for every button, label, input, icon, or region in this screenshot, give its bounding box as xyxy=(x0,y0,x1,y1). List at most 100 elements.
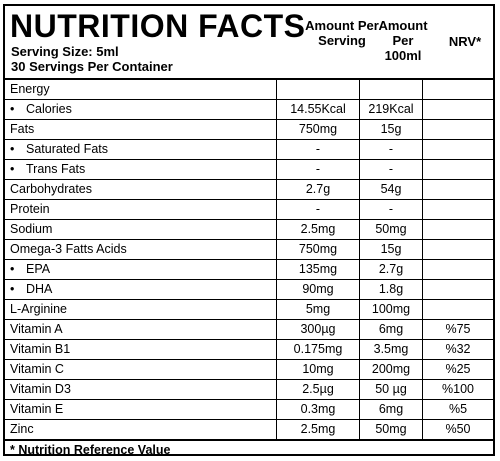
nutrient-name-cell: Vitamin C xyxy=(5,359,277,380)
amount-per-100ml: 100mg xyxy=(359,299,423,320)
nutrient-name-cell: Vitamin D3 xyxy=(5,379,277,400)
table-row: Vitamin C 10mg 200mg %25 xyxy=(5,359,493,380)
nutrient-name: EPA xyxy=(26,262,51,276)
amount-per-100ml: - xyxy=(359,199,423,220)
nrv-value xyxy=(422,239,493,260)
nutrient-name: Vitamin C xyxy=(10,362,64,376)
amount-per-100ml: 3.5mg xyxy=(359,339,423,360)
nutrient-name: Energy xyxy=(10,82,50,96)
nutrient-name-cell: Vitamin A xyxy=(5,319,277,340)
table-row: • Calories 14.55Kcal 219Kcal xyxy=(5,99,493,120)
table-row: • EPA 135mg 2.7g xyxy=(5,259,493,280)
nutrient-name-cell: Vitamin B1 xyxy=(5,339,277,360)
nutrient-name: Zinc xyxy=(10,422,34,436)
amount-per-serving: 2.5mg xyxy=(276,419,360,439)
nutrient-name-cell: • Saturated Fats xyxy=(5,139,277,160)
amount-per-100ml: - xyxy=(359,139,423,160)
table-row: Zinc 2.5mg 50mg %50 xyxy=(5,419,493,439)
amount-per-serving: - xyxy=(276,199,360,220)
amount-per-100ml: 15g xyxy=(359,239,423,260)
nrv-value xyxy=(422,119,493,140)
nutrient-name: Trans Fats xyxy=(26,162,86,176)
nutrient-name: Vitamin E xyxy=(10,402,64,416)
nutrient-name-cell: Vitamin E xyxy=(5,399,277,420)
nutrition-facts-panel: NUTRITION FACTS Serving Size: 5ml 30 Ser… xyxy=(3,4,495,457)
table-row: Vitamin E 0.3mg 6mg %5 xyxy=(5,399,493,420)
amount-per-serving: 2.5mg xyxy=(276,219,360,240)
bullet-icon: • xyxy=(10,142,15,156)
amount-per-100ml: 50mg xyxy=(359,219,423,240)
nrv-value: %100 xyxy=(422,379,493,400)
nutrient-name-cell: Fats xyxy=(5,119,277,140)
nrv-value xyxy=(422,279,493,300)
amount-per-100ml: 15g xyxy=(359,119,423,140)
amount-per-serving: 90mg xyxy=(276,279,360,300)
table-row: Energy xyxy=(5,80,493,100)
nrv-value xyxy=(422,99,493,120)
nutrient-name: L-Arginine xyxy=(10,302,67,316)
bullet-icon: • xyxy=(10,262,15,276)
nutrient-name: Vitamin A xyxy=(10,322,63,336)
amount-per-serving: 300µg xyxy=(276,319,360,340)
amount-per-serving: 10mg xyxy=(276,359,360,380)
amount-per-100ml: 2.7g xyxy=(359,259,423,280)
nutrient-name-cell: • Calories xyxy=(5,99,277,120)
table-row: Fats 750mg 15g xyxy=(5,119,493,140)
table-row: Vitamin A 300µg 6mg %75 xyxy=(5,319,493,340)
column-header-per-100ml: Amount Per 100ml xyxy=(378,18,428,63)
amount-per-100ml: 219Kcal xyxy=(359,99,423,120)
bullet-icon: • xyxy=(10,162,15,176)
table-row: Carbohydrates 2.7g 54g xyxy=(5,179,493,200)
amount-per-serving: 14.55Kcal xyxy=(276,99,360,120)
nutrient-name: Vitamin D3 xyxy=(10,382,71,396)
table-row: Protein - - xyxy=(5,199,493,220)
amount-per-serving: 750mg xyxy=(276,119,360,140)
amount-per-100ml: 50 µg xyxy=(359,379,423,400)
nutrient-name: Protein xyxy=(10,202,50,216)
nutrient-name-cell: L-Arginine xyxy=(5,299,277,320)
amount-per-serving: 0.175mg xyxy=(276,339,360,360)
amount-per-100ml: 6mg xyxy=(359,399,423,420)
serving-size: Serving Size: 5ml xyxy=(11,44,119,59)
amount-per-serving xyxy=(276,80,360,100)
table-row: L-Arginine 5mg 100mg xyxy=(5,299,493,320)
table-row: • DHA 90mg 1.8g xyxy=(5,279,493,300)
amount-per-100ml: 1.8g xyxy=(359,279,423,300)
nutrient-name-cell: Protein xyxy=(5,199,277,220)
amount-per-100ml xyxy=(359,80,423,100)
nrv-value xyxy=(422,159,493,180)
nrv-value xyxy=(422,179,493,200)
nutrient-name: Saturated Fats xyxy=(26,142,108,156)
nutrient-name-cell: Carbohydrates xyxy=(5,179,277,200)
bullet-icon: • xyxy=(10,282,15,296)
nutrient-name-cell: Omega-3 Fatts Acids xyxy=(5,239,277,260)
nutrition-table: Energy • Calories 14.55Kcal 219Kcal Fats 750mg… xyxy=(5,80,493,439)
table-row: Vitamin D3 2.5µg 50 µg %100 xyxy=(5,379,493,400)
label-title: NUTRITION FACTS xyxy=(10,8,306,44)
amount-per-serving: 135mg xyxy=(276,259,360,280)
nutrient-name: Carbohydrates xyxy=(10,182,92,196)
amount-per-100ml: 54g xyxy=(359,179,423,200)
amount-per-serving: 2.7g xyxy=(276,179,360,200)
table-row: • Trans Fats - - xyxy=(5,159,493,180)
nrv-value xyxy=(422,299,493,320)
nrv-value xyxy=(422,259,493,280)
nutrient-name: Vitamin B1 xyxy=(10,342,71,356)
nrv-value xyxy=(422,219,493,240)
amount-per-100ml: 200mg xyxy=(359,359,423,380)
amount-per-serving: 0.3mg xyxy=(276,399,360,420)
amount-per-serving: - xyxy=(276,159,360,180)
column-header-nrv: NRV* xyxy=(448,34,482,49)
amount-per-100ml: 50mg xyxy=(359,419,423,439)
amount-per-serving: 750mg xyxy=(276,239,360,260)
amount-per-100ml: 6mg xyxy=(359,319,423,340)
nutrient-name: DHA xyxy=(26,282,53,296)
nrv-value: %75 xyxy=(422,319,493,340)
amount-per-serving: 2.5µg xyxy=(276,379,360,400)
amount-per-serving: 5mg xyxy=(276,299,360,320)
nrv-value xyxy=(422,199,493,220)
nutrient-name: Omega-3 Fatts Acids xyxy=(10,242,127,256)
nrv-value xyxy=(422,139,493,160)
nutrient-name-cell: • Trans Fats xyxy=(5,159,277,180)
nutrient-name: Calories xyxy=(26,102,72,116)
